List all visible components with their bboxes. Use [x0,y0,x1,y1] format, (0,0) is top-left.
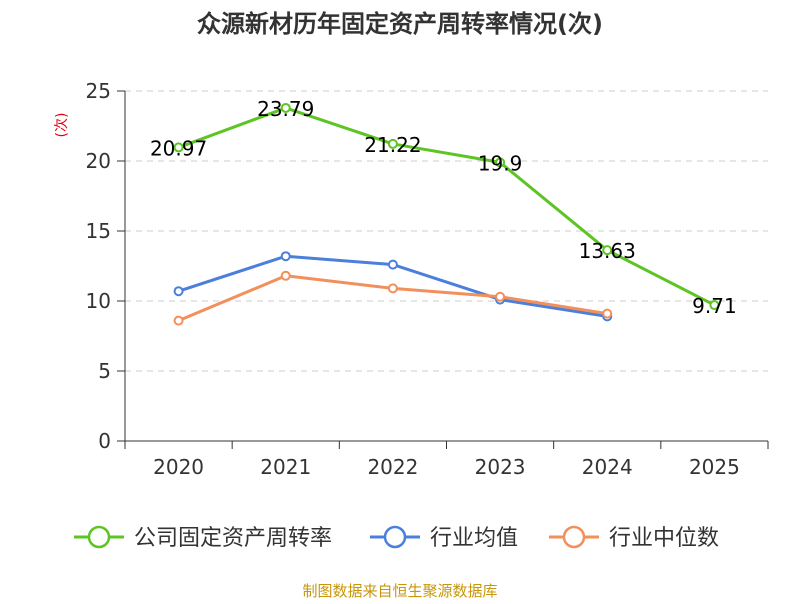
data-point-s1-2022[interactable] [387,259,398,270]
legend-swatch-marker-0 [87,525,111,549]
data-point-s0-2022[interactable] [387,138,398,149]
data-point-s2-2020[interactable] [173,315,184,326]
legend-item-0[interactable]: 公司固定资产周转率 [74,525,332,551]
chart-title: 众源新材历年固定资产周转率情况(次) [197,10,603,38]
source-note: 制图数据来自恒生聚源数据库 [302,582,497,600]
legend-label-0: 公司固定资产周转率 [134,526,332,551]
data-label-s0-2023: 19.9 [478,151,523,175]
x-tick-label-2022: 2022 [367,455,418,479]
x-tick-label-2025: 2025 [689,455,740,479]
data-point-s2-2021[interactable] [280,270,291,281]
y-tick-label-10: 10 [86,289,111,313]
data-point-s2-2022[interactable] [387,283,398,294]
legend-item-1[interactable]: 行业均值 [370,525,518,551]
series [173,102,720,326]
y-tick-label-15: 15 [86,219,111,243]
y-axis-label: (次) [54,113,70,138]
y-tick-label-5: 5 [98,359,111,383]
data-point-s1-2020[interactable] [173,286,184,297]
y-tick-label-0: 0 [98,429,111,453]
data-label-s0-2024: 13.63 [579,239,636,263]
grid [125,90,768,372]
y-tick-label-20: 20 [86,149,111,173]
data-point-s0-2020[interactable] [173,142,184,153]
data-point-s2-2023[interactable] [495,291,506,302]
data-point-s0-2021[interactable] [280,102,291,113]
x-tick-label-2024: 2024 [582,455,633,479]
data-point-s0-2023[interactable] [495,157,506,168]
x-tick-label-2023: 2023 [475,455,526,479]
x-tick-label-2021: 2021 [260,455,311,479]
data-labels: 20.97 23.79 21.22 19.9 13.63 9.71 [150,97,737,318]
data-label-s0-2020: 20.97 [150,136,207,160]
legend-label-2: 行业中位数 [609,526,719,551]
series-line-2 [177,274,609,323]
legend-swatch-marker-1 [383,525,407,549]
data-label-s0-2021: 23.79 [257,97,314,121]
legend-swatch-marker-2 [562,525,586,549]
legend-label-1: 行业均值 [430,526,518,551]
data-label-s0-2022: 21.22 [364,133,421,157]
data-point-s2-2024[interactable] [602,308,613,319]
series-line-0 [177,106,716,307]
x-tick-label-2020: 2020 [153,455,204,479]
legend[interactable]: 公司固定资产周转率 行业均值 行业中位数 [74,525,719,551]
data-point-s1-2021[interactable] [280,251,291,262]
data-point-s0-2025[interactable] [709,300,720,311]
data-label-s0-2025: 9.71 [692,294,737,318]
legend-item-2[interactable]: 行业中位数 [549,525,719,551]
data-point-s0-2024[interactable] [602,245,613,256]
y-tick-label-25: 25 [86,79,111,103]
